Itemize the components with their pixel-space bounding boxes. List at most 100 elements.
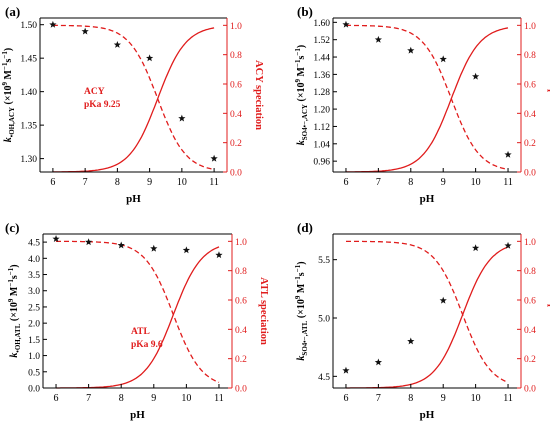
- y-axis-label-part: •OH,ACY: [8, 107, 16, 137]
- y-axis-label-part: 9: [294, 78, 302, 82]
- data-point-star: [113, 40, 121, 48]
- y-tick-label: 3.5: [28, 271, 40, 281]
- x-tick-label: 7: [376, 393, 381, 404]
- y-axis-label-part: s: [296, 272, 307, 276]
- y2-tick-label: 0.0: [524, 169, 536, 179]
- y-axis-label-part: ): [3, 48, 14, 51]
- y-axis-label-part: s: [296, 56, 307, 60]
- y-tick-label: 2.0: [28, 320, 40, 330]
- y-tick-label: 5.0: [318, 315, 330, 325]
- chart-panel-2: (b) 6 7 8 9 10 11 pH 0.96 1.04 1.12 1.20 1.28 1.36 1.4…: [294, 4, 550, 205]
- y2-tick-label: 0.0: [230, 169, 242, 179]
- x-axis-label: pH: [420, 409, 435, 421]
- y-axis-label: k•OH,ATL (×109 M−1s−1): [7, 264, 22, 357]
- y-tick-label: 1.0: [28, 352, 40, 362]
- y-tick-label: 1.36: [313, 71, 330, 81]
- speciation-curve-neutral: [346, 24, 509, 171]
- x-tick-label: 10: [181, 393, 191, 404]
- speciation-curve-ionized: [346, 27, 509, 173]
- y-tick-label: 1.60: [313, 19, 330, 29]
- y2-tick-label: 0.4: [524, 326, 536, 336]
- y2-tick-label: 1.0: [235, 238, 247, 248]
- y-tick-label: 1.44: [313, 54, 330, 64]
- y-axis-label-part: (×10: [9, 302, 20, 324]
- x-axis-label: pH: [420, 193, 435, 205]
- data-point-star: [178, 114, 186, 122]
- y-axis-label-part: •OH,ATL: [14, 323, 22, 352]
- data-point-star: [472, 244, 480, 252]
- y-tick-label: 0.5: [28, 368, 40, 378]
- x-tick-label: 11: [209, 177, 219, 188]
- y-tick-label: 1.04: [313, 140, 330, 150]
- x-tick-label: 9: [147, 177, 152, 188]
- y2-tick-label: 0.0: [524, 385, 536, 395]
- data-point-star: [504, 150, 512, 158]
- y-axis-label-part: −1: [294, 48, 302, 56]
- y-axis-label-part: −1: [294, 59, 302, 67]
- x-tick-label: 6: [54, 393, 59, 404]
- y2-tick-label: 0.8: [235, 267, 247, 277]
- y2-tick-label: 0.6: [524, 297, 536, 307]
- y-tick-label: 1.5: [28, 336, 40, 346]
- y-tick-label: 1.12: [313, 123, 330, 133]
- x-tick-label: 9: [151, 393, 156, 404]
- y-axis-label-part: s: [9, 275, 20, 279]
- y-axis-label-part: M: [296, 66, 307, 79]
- y-axis-label-part: M: [9, 286, 20, 299]
- data-point-star: [504, 241, 512, 249]
- x-tick-label: 6: [50, 177, 55, 188]
- y2-axis-label: ATL speciation: [547, 277, 550, 345]
- y-axis-label-part: k: [296, 140, 307, 145]
- y2-axis-label: ACY speciation: [253, 60, 264, 130]
- y2-tick-label: 0.6: [524, 81, 536, 91]
- y-tick-label: 4.5: [28, 239, 40, 249]
- x-tick-label: 10: [177, 177, 187, 188]
- y-tick-label: 1.20: [313, 106, 330, 116]
- y-axis-label-part: −1: [1, 51, 9, 59]
- speciation-curve-neutral: [56, 240, 220, 384]
- chart-panel-1: (a) 6 7 8 9 10 11 pH 1.30 1.35 1.40 1.45 1.50 0.0 0.2 0…: [1, 4, 264, 205]
- y-axis-label-part: −1: [1, 62, 9, 70]
- y-tick-label: 4.5: [318, 373, 330, 383]
- y-axis-label-part: M: [296, 283, 307, 296]
- speciation-curve-ionized: [56, 246, 220, 389]
- speciation-annotation: ATL: [131, 327, 150, 337]
- data-point-star: [472, 72, 480, 80]
- x-axis-label: pH: [126, 193, 141, 205]
- y-axis-label-part: −1: [294, 276, 302, 284]
- y-tick-label: 1.45: [20, 55, 37, 65]
- y-tick-label: 1.35: [20, 122, 37, 132]
- y-axis-label-part: −1: [7, 267, 15, 275]
- y2-tick-label: 0.2: [235, 355, 247, 365]
- y2-tick-label: 0.0: [235, 385, 247, 395]
- data-point-star: [49, 20, 57, 28]
- x-tick-label: 7: [376, 177, 381, 188]
- x-tick-label: 8: [119, 393, 124, 404]
- y-axis-label-part: (×10: [296, 299, 307, 321]
- x-axis-label: pH: [130, 409, 145, 421]
- y-axis-label-part: M: [3, 69, 14, 82]
- data-point-star: [215, 251, 223, 259]
- data-point-star: [210, 154, 218, 162]
- data-point-star: [150, 244, 158, 252]
- data-point-star: [81, 27, 89, 35]
- x-tick-label: 10: [471, 393, 481, 404]
- panel-label: (b): [297, 4, 313, 19]
- y-axis-label-part: −1: [7, 279, 15, 287]
- x-tick-label: 8: [115, 177, 120, 188]
- y2-tick-label: 1.0: [524, 238, 536, 248]
- y2-axis-label: ACY speciation: [547, 60, 550, 130]
- y-axis-label-part: 9: [7, 298, 15, 302]
- y-axis-label-part: 9: [1, 81, 9, 85]
- x-tick-label: 8: [408, 393, 413, 404]
- data-point-star: [407, 46, 415, 54]
- y-axis-label-part: −1: [294, 264, 302, 272]
- y-axis-label-part: ): [296, 261, 307, 264]
- y-tick-label: 5.5: [318, 256, 330, 266]
- x-tick-label: 6: [343, 393, 348, 404]
- y-axis-label-part: ): [296, 45, 307, 48]
- x-tick-label: 11: [503, 177, 513, 188]
- y2-tick-label: 1.0: [524, 22, 536, 32]
- y2-tick-label: 0.4: [230, 110, 242, 120]
- y-tick-label: 1.52: [313, 36, 330, 46]
